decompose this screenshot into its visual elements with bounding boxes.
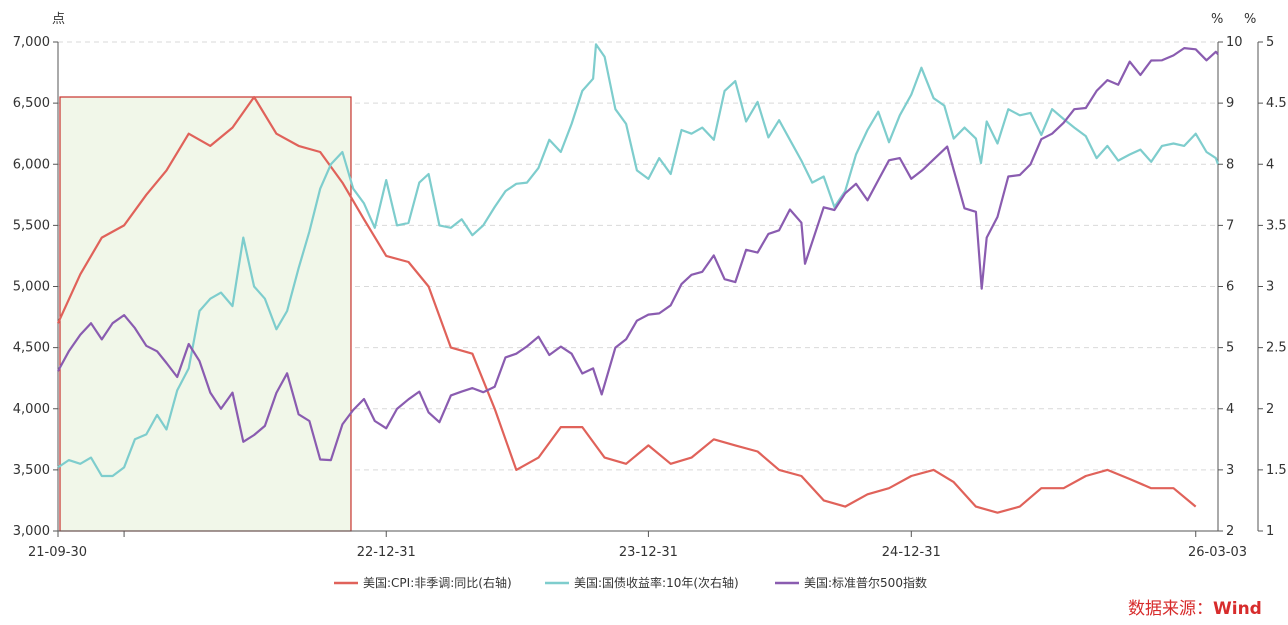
right-tick-label: 10 (1226, 35, 1243, 50)
x-tick-label: 23-12-31 (619, 545, 678, 560)
data-source: 数据来源： Wind (1128, 599, 1262, 619)
highlight-range (59, 96, 352, 532)
left-tick-label: 6,000 (13, 157, 50, 172)
secondary-right-tick-label: 5 (1266, 35, 1274, 50)
secondary-right-tick-label: 4 (1266, 157, 1274, 172)
legend-label-sp500: 美国:标准普尔500指数 (804, 575, 927, 590)
data-source-brand: Wind (1213, 599, 1262, 619)
legend: 美国:CPI:非季调:同比(右轴) 美国:国债收益率:10年(次右轴) 美国:标… (334, 575, 927, 590)
x-tick-label: 21-09-30 (28, 545, 87, 560)
secondary-right-axis-unit: % (1244, 12, 1256, 27)
left-tick-label: 5,000 (13, 280, 50, 295)
right-tick-label: 4 (1226, 402, 1234, 417)
x-tick-label: 22-12-31 (357, 545, 416, 560)
secondary-right-axis-ticks: 1 1.5 2 2.5 3 3.5 4 4.5 5 (1258, 35, 1287, 539)
data-source-prefix: 数据来源： (1128, 599, 1213, 619)
legend-label-treasury: 美国:国债收益率:10年(次右轴) (574, 575, 739, 590)
left-axis-unit: 点 (52, 12, 65, 27)
left-tick-label: 4,000 (13, 402, 50, 417)
x-axis-ticks: 21-09-30 22-12-31 23-12-31 24-12-31 26-03-03 (28, 531, 1247, 560)
left-tick-label: 3,000 (13, 524, 50, 539)
right-tick-label: 6 (1226, 280, 1234, 295)
secondary-right-tick-label: 4.5 (1266, 96, 1287, 111)
secondary-right-tick-label: 1.5 (1266, 463, 1287, 478)
right-axis-unit: % (1211, 12, 1223, 27)
legend-label-cpi: 美国:CPI:非季调:同比(右轴) (363, 575, 512, 590)
series-lines (56, 43, 1220, 514)
right-tick-label: 5 (1226, 341, 1234, 356)
right-tick-label: 2 (1226, 524, 1234, 539)
right-tick-label: 9 (1226, 96, 1234, 111)
left-axis-ticks: 3,000 3,500 4,000 4,500 5,000 5,500 6,000 6,500… (13, 35, 58, 539)
series-line-2 (57, 47, 1219, 462)
secondary-right-tick-label: 3 (1266, 280, 1274, 295)
secondary-right-tick-label: 2.5 (1266, 341, 1287, 356)
left-tick-label: 5,500 (13, 218, 50, 233)
secondary-right-tick-label: 1 (1266, 524, 1274, 539)
right-tick-label: 8 (1226, 157, 1234, 172)
secondary-right-tick-label: 2 (1266, 402, 1274, 417)
left-tick-label: 7,000 (13, 35, 50, 50)
left-tick-label: 4,500 (13, 341, 50, 356)
series-line-1 (57, 43, 1220, 478)
left-tick-label: 6,500 (13, 96, 50, 111)
secondary-right-tick-label: 3.5 (1266, 218, 1287, 233)
left-tick-label: 3,500 (13, 463, 50, 478)
x-tick-label: 26-03-03 (1188, 545, 1247, 560)
right-tick-label: 3 (1226, 463, 1234, 478)
right-axis-ticks: 2 3 4 5 6 7 8 9 10 (1218, 35, 1243, 539)
series-line-0 (56, 95, 1197, 514)
x-tick-label: 24-12-31 (882, 545, 941, 560)
right-tick-label: 7 (1226, 218, 1234, 233)
